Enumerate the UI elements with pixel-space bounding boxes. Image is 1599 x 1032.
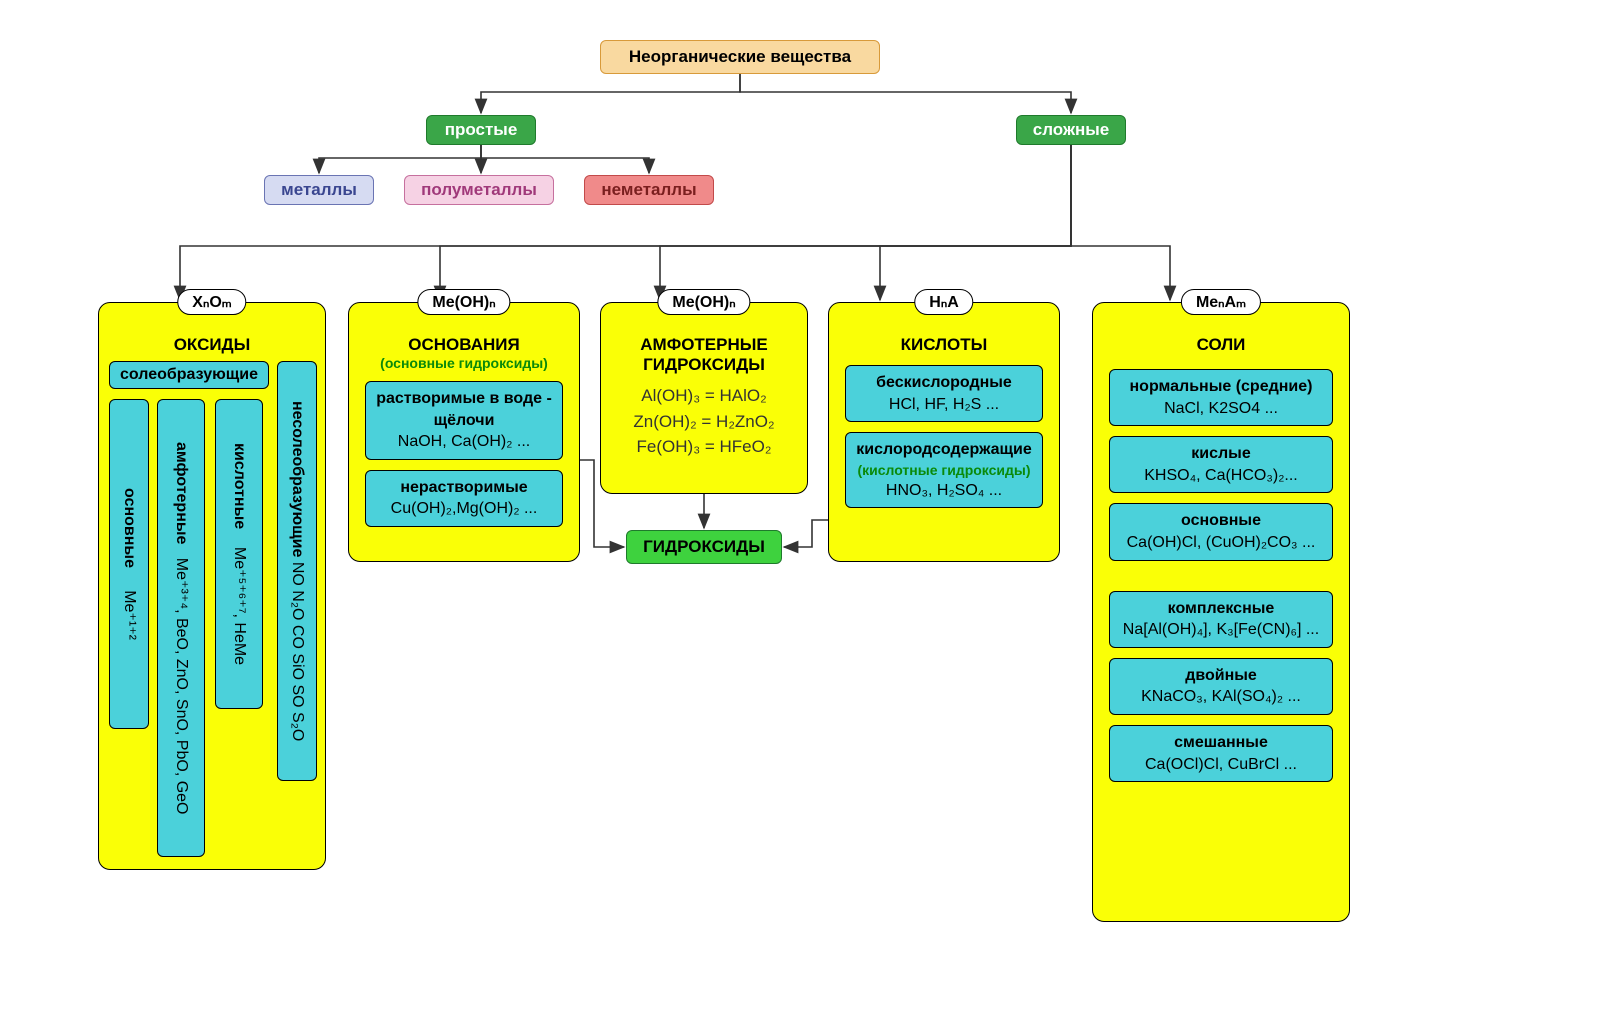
complex-label: сложные bbox=[1033, 120, 1109, 140]
oxides-title: ОКСИДЫ bbox=[109, 335, 315, 355]
salts-complex: комплексные Na[Al(OH)₄], K₃[Fe(CN)₆] ... bbox=[1109, 591, 1333, 648]
nonmetals-label: неметаллы bbox=[601, 180, 696, 200]
bases-card: Me(OH)ₙ ОСНОВАНИЯ (основные гидроксиды) … bbox=[348, 302, 580, 562]
acids-card: HₙA КИСЛОТЫ бескислородные HCl, HF, H₂S … bbox=[828, 302, 1060, 562]
salts-double: двойные KNaCO₃, KAl(SO₄)₂ ... bbox=[1109, 658, 1333, 715]
amphoteric-eqs: Al(OH)₃ = HAlO₂ Zn(OH)₂ = H₂ZnO₂ Fe(OH)₃… bbox=[611, 383, 797, 460]
salts-formula: MeₙAₘ bbox=[1181, 289, 1261, 315]
bases-insoluble: нерастворимые Cu(OH)₂,Mg(OH)₂ ... bbox=[365, 470, 563, 527]
bases-soluble: растворимые в воде - щёлочи NaOH, Ca(OH)… bbox=[365, 381, 563, 460]
hydroxides-label: ГИДРОКСИДЫ bbox=[643, 537, 765, 557]
salts-mixed: смешанные Ca(OCl)Cl, CuBrCl ... bbox=[1109, 725, 1333, 782]
salts-basic: основные Ca(OH)Cl, (CuOH)₂CO₃ ... bbox=[1109, 503, 1333, 560]
halfmetals-node: полуметаллы bbox=[404, 175, 554, 205]
halfmetals-label: полуметаллы bbox=[421, 180, 537, 200]
acids-formula: HₙA bbox=[914, 289, 973, 315]
salts-title: СОЛИ bbox=[1103, 335, 1339, 355]
root-node: Неорганические вещества bbox=[600, 40, 880, 74]
hydroxides-node: ГИДРОКСИДЫ bbox=[626, 530, 782, 564]
oxides-saltforming: солеобразующие bbox=[109, 361, 269, 389]
oxides-nonsaltforming: несолеобразующие NO N₂O CO SiO SO S₂O bbox=[277, 361, 317, 781]
simple-node: простые bbox=[426, 115, 536, 145]
acids-noox: бескислородные HCl, HF, H₂S ... bbox=[845, 365, 1043, 422]
salts-card: MeₙAₘ СОЛИ нормальные (средние) NaCl, K2… bbox=[1092, 302, 1350, 922]
oxides-card: XₙOₘ ОКСИДЫ солеобразующие несолеобразую… bbox=[98, 302, 326, 870]
acids-title: КИСЛОТЫ bbox=[839, 335, 1049, 355]
oxides-formula: XₙOₘ bbox=[177, 289, 246, 315]
nonmetals-node: неметаллы bbox=[584, 175, 714, 205]
bases-subtitle: (основные гидроксиды) bbox=[359, 355, 569, 371]
oxides-basic: основные Me⁺¹⁺² bbox=[109, 399, 149, 729]
oxides-acidic: кислотные Me⁺⁵⁺⁶⁺⁷, НеMe bbox=[215, 399, 263, 709]
amphoteric-formula: Me(OH)ₙ bbox=[657, 289, 750, 315]
acids-ox: кислородсодержащие (кислотные гидроксиды… bbox=[845, 432, 1043, 508]
amphoteric-title: АМФОТЕРНЫЕ ГИДРОКСИДЫ bbox=[611, 335, 797, 375]
complex-node: сложные bbox=[1016, 115, 1126, 145]
oxides-amphoteric: амфотерные Me⁺³⁺⁴, BeO, ZnO, SnO, PbO, G… bbox=[157, 399, 205, 857]
bases-title: ОСНОВАНИЯ bbox=[359, 335, 569, 355]
metals-label: металлы bbox=[281, 180, 357, 200]
metals-node: металлы bbox=[264, 175, 374, 205]
amphoteric-card: Me(OH)ₙ АМФОТЕРНЫЕ ГИДРОКСИДЫ Al(OH)₃ = … bbox=[600, 302, 808, 494]
simple-label: простые bbox=[445, 120, 518, 140]
salts-normal: нормальные (средние) NaCl, K2SO4 ... bbox=[1109, 369, 1333, 426]
salts-acid: кислые KHSO₄, Ca(HCO₃)₂... bbox=[1109, 436, 1333, 493]
root-label: Неорганические вещества bbox=[629, 47, 851, 67]
bases-formula: Me(OH)ₙ bbox=[417, 289, 510, 315]
